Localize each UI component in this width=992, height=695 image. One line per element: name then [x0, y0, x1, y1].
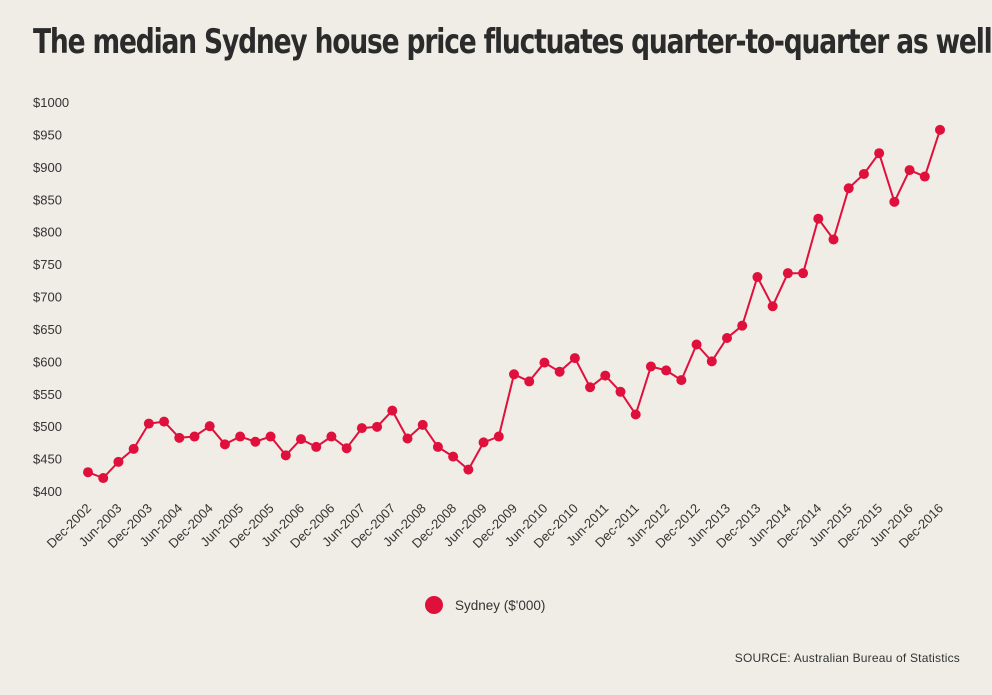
data-point — [432, 441, 443, 452]
series-sydney — [83, 124, 945, 484]
data-point — [265, 431, 276, 442]
data-point — [919, 171, 930, 182]
y-tick-label: $900 — [33, 160, 62, 175]
y-tick-label: $850 — [33, 192, 62, 207]
data-point — [143, 418, 154, 429]
data-point — [691, 339, 702, 350]
data-point — [402, 433, 413, 444]
y-tick-label: $650 — [33, 322, 62, 337]
series-line — [87, 129, 941, 479]
data-point — [539, 357, 550, 368]
y-tick-label: $550 — [33, 387, 62, 402]
data-point — [600, 370, 611, 381]
data-point — [387, 405, 398, 416]
data-point — [326, 431, 337, 442]
data-point — [174, 432, 185, 443]
data-point — [767, 301, 778, 312]
y-tick-label: $500 — [33, 419, 62, 434]
data-point — [737, 320, 748, 331]
data-point — [311, 441, 322, 452]
data-point — [524, 376, 535, 387]
data-point — [372, 421, 383, 432]
data-point — [250, 436, 261, 447]
data-point — [676, 375, 687, 386]
data-point — [843, 183, 854, 194]
y-tick-label: $750 — [33, 257, 62, 272]
data-point — [630, 409, 641, 420]
y-tick-label: $600 — [33, 354, 62, 369]
data-point — [798, 268, 809, 279]
data-point — [645, 361, 656, 372]
data-point — [98, 473, 109, 484]
data-point — [889, 196, 900, 207]
data-point — [341, 443, 352, 454]
chart-title: The median Sydney house price fluctuates… — [33, 22, 992, 62]
legend-marker — [425, 596, 443, 614]
data-point — [904, 165, 915, 176]
y-tick-label: $700 — [33, 290, 62, 305]
y-tick-label: $450 — [33, 452, 62, 467]
y-axis: $400 $450 $500 $550 $600 $650 $700 $750 $800 $850… — [33, 95, 69, 499]
data-point — [463, 464, 474, 475]
data-point — [752, 272, 763, 283]
x-axis: Dec-2002Jun-2003Dec-2003Jun-2004Dec-2004… — [44, 501, 946, 551]
data-point — [858, 168, 869, 179]
data-point — [828, 234, 839, 245]
data-point — [935, 124, 945, 135]
data-point — [113, 456, 124, 467]
data-point — [493, 431, 504, 442]
line-chart: $400 $450 $500 $550 $600 $650 $700 $750 $800 $850… — [33, 95, 946, 551]
data-point — [448, 451, 459, 462]
legend-label: Sydney ($'000) — [455, 597, 546, 613]
y-tick-label: $950 — [33, 127, 62, 142]
data-point — [296, 434, 306, 445]
data-point — [706, 356, 717, 367]
data-point — [219, 439, 230, 450]
legend[interactable]: Sydney ($'000) — [425, 596, 545, 614]
data-point — [874, 148, 885, 159]
y-tick-label: $800 — [33, 225, 62, 240]
data-point — [204, 421, 215, 432]
data-point — [478, 437, 489, 448]
data-point — [569, 353, 580, 364]
data-point — [661, 365, 672, 376]
data-point — [159, 416, 170, 427]
y-tick-label: $400 — [33, 484, 62, 499]
source-note: SOURCE: Australian Bureau of Statistics — [734, 651, 960, 665]
data-point — [280, 450, 291, 461]
data-point — [722, 332, 732, 343]
data-point — [128, 443, 139, 454]
data-point — [189, 431, 200, 442]
y-tick-label: $1000 — [33, 95, 69, 110]
data-point — [83, 467, 93, 478]
data-point — [235, 431, 246, 442]
data-point — [417, 419, 428, 430]
data-point — [615, 386, 626, 397]
data-point — [554, 366, 565, 377]
data-point — [813, 213, 824, 224]
data-point — [509, 369, 519, 380]
data-point — [356, 423, 367, 434]
data-point — [585, 382, 596, 393]
data-point — [782, 268, 793, 279]
